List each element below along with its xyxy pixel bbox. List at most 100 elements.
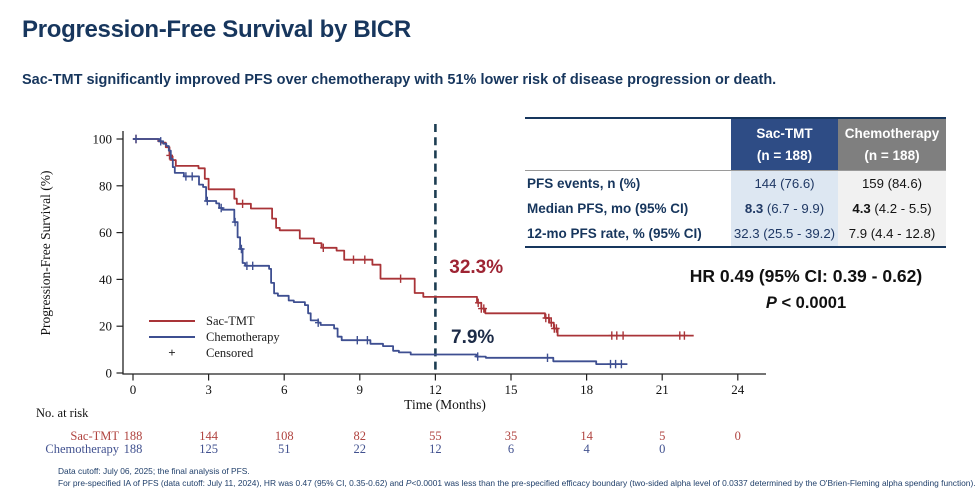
legend-label: Censored — [206, 345, 254, 360]
p-value-text: P < 0.0001 — [636, 294, 976, 313]
x-tick-label: 0 — [130, 382, 137, 397]
censor-mark-chemotherapy — [249, 261, 256, 270]
table-header-sac-tmt-name: Sac-TMT — [756, 126, 813, 141]
censor-mark-sac-tmt — [548, 318, 555, 327]
series-sac-tmt — [132, 134, 694, 340]
series-chemotherapy — [132, 134, 628, 369]
censor-mark-chemotherapy — [132, 134, 140, 144]
risk-count-chemotherapy-month-6: 51 — [277, 442, 291, 456]
footnote-1: Data cutoff: July 06, 2025; the final an… — [58, 466, 250, 476]
censor-mark-sac-tmt — [480, 304, 487, 313]
legend-line-swatch — [149, 336, 195, 338]
censor-mark-sac-tmt — [239, 199, 246, 208]
axes: 0 20 40 60 80 100 0 3 6 9 12 15 18 21 24 — [93, 131, 766, 397]
hazard-ratio-block: HR 0.49 (95% CI: 0.39 - 0.62) P < 0.0001 — [636, 266, 976, 313]
legend-line-swatch — [149, 320, 195, 322]
risk-table-label: No. at risk — [36, 406, 89, 420]
risk-count-sac-tmt-month-12: 55 — [429, 429, 442, 443]
table-corner-cell — [525, 119, 731, 172]
footnote-2-p: P — [405, 478, 412, 488]
risk-count-chemotherapy-month-15: 6 — [507, 442, 515, 456]
risk-count-chemotherapy-month-3: 125 — [199, 442, 218, 456]
risk-count-chemotherapy-month-0: 188 — [123, 442, 143, 456]
censor-mark-chemotherapy — [231, 217, 239, 227]
censor-mark-chemotherapy — [157, 137, 164, 146]
y-tick-label: 100 — [93, 132, 113, 147]
table-header-chemotherapy-n: (n = 188) — [864, 147, 920, 163]
censor-mark-sac-tmt — [619, 331, 627, 340]
risk-count-chemotherapy-month-12: 12 — [429, 442, 442, 456]
risk-count-sac-tmt-month-24: 0 — [734, 429, 741, 443]
censor-mark-sac-tmt — [397, 274, 404, 283]
legend-label: Chemotherapy — [206, 329, 280, 344]
risk-count-chemotherapy-month-18: 4 — [583, 442, 590, 456]
censor-mark-chemotherapy — [204, 196, 211, 206]
table-row-1-sac-value: 8.3 (6.7 - 9.9) — [731, 196, 838, 222]
table-bold-value: 8.3 — [744, 201, 764, 217]
x-tick-label: 15 — [505, 382, 518, 397]
x-tick-label: 12 — [429, 382, 442, 397]
risk-count-sac-tmt-month-15: 35 — [504, 429, 518, 443]
censor-mark-chemotherapy — [474, 352, 481, 361]
table-header-chemotherapy: Chemotherapy (n = 188) — [838, 119, 946, 172]
risk-row-label-sac-tmt: Sac-TMT — [70, 429, 119, 443]
risk-count-sac-tmt-month-9: 82 — [353, 429, 367, 443]
legend-label: Sac-TMT — [206, 313, 255, 328]
censor-mark-chemotherapy — [364, 336, 371, 345]
censor-mark-sac-tmt — [553, 324, 560, 333]
censor-mark-sac-tmt — [361, 255, 368, 264]
y-tick-label: 20 — [99, 319, 112, 334]
legend-item-censored: + Censored — [149, 345, 280, 361]
censor-mark-sac-tmt — [350, 255, 357, 264]
y-tick-label: 60 — [99, 225, 112, 240]
censor-mark-chemotherapy — [243, 261, 251, 270]
annotation-chemotherapy-12mo-rate: 7.9% — [451, 326, 495, 348]
table-row-0-chemo-value: 159 (84.6) — [838, 171, 946, 197]
censor-mark-chemotherapy — [612, 359, 619, 369]
censored-plus-icon: + — [168, 345, 176, 360]
risk-count-chemotherapy-month-21: 0 — [659, 442, 666, 456]
x-tick-label: 9 — [357, 382, 364, 397]
x-tick-label: 3 — [205, 382, 212, 397]
survival-curve-chemotherapy — [133, 138, 628, 365]
p-value-rest: < 0.0001 — [776, 294, 847, 312]
page-title: Progression-Free Survival by BICR — [22, 16, 411, 43]
x-tick-label: 21 — [656, 382, 669, 397]
hazard-ratio-text: HR 0.49 (95% CI: 0.39 - 0.62) — [689, 266, 923, 286]
risk-count-sac-tmt-month-6: 108 — [274, 429, 294, 443]
censor-mark-chemotherapy — [544, 353, 551, 362]
table-header-sac-tmt: Sac-TMT (n = 188) — [731, 119, 838, 172]
censor-mark-chemotherapy — [618, 359, 625, 369]
censor-mark-sac-tmt — [681, 331, 688, 340]
risk-count-sac-tmt-month-18: 14 — [580, 429, 593, 443]
risk-count-sac-tmt-month-3: 144 — [199, 429, 218, 443]
censor-mark-chemotherapy — [189, 172, 196, 181]
censor-mark-sac-tmt — [475, 298, 482, 307]
p-value-label: P — [765, 294, 777, 312]
y-tick-label: 40 — [99, 272, 112, 287]
y-tick-label: 80 — [99, 178, 112, 193]
risk-row-label-chemotherapy: Chemotherapy — [45, 442, 119, 456]
table-row-1-label: Median PFS, mo (95% CI) — [525, 196, 731, 222]
table-header-sac-tmt-n: (n = 188) — [756, 147, 813, 163]
censor-mark-chemotherapy — [354, 336, 361, 345]
page-subtitle: Sac-TMT significantly improved PFS over … — [22, 72, 777, 88]
table-bold-value: 4.3 — [852, 201, 871, 217]
table-row-0-label: PFS events, n (%) — [525, 171, 731, 197]
footnote-2-post: <0.0001 was less than the pre-specified … — [411, 478, 976, 488]
censor-mark-chemotherapy — [218, 203, 225, 213]
risk-count-sac-tmt-month-21: 5 — [659, 429, 666, 443]
risk-count-chemotherapy-month-9: 22 — [353, 442, 367, 456]
y-tick-label: 0 — [106, 366, 113, 381]
x-axis-title: Time (Months) — [404, 397, 486, 412]
table-row-1-chemo-value: 4.3 (4.2 - 5.5) — [838, 196, 946, 222]
footnote-2: For pre-specified IA of PFS (data cutoff… — [58, 478, 976, 488]
legend-item-chemotherapy: Chemotherapy — [149, 329, 280, 345]
footnote-2-pre: For pre-specified IA of PFS (data cutoff… — [58, 478, 406, 488]
y-axis-title: Progression-Free Survival (%) — [38, 170, 53, 336]
table-header-chemotherapy-name: Chemotherapy — [844, 126, 940, 141]
x-tick-label: 6 — [281, 382, 288, 397]
x-tick-label: 24 — [731, 382, 745, 397]
